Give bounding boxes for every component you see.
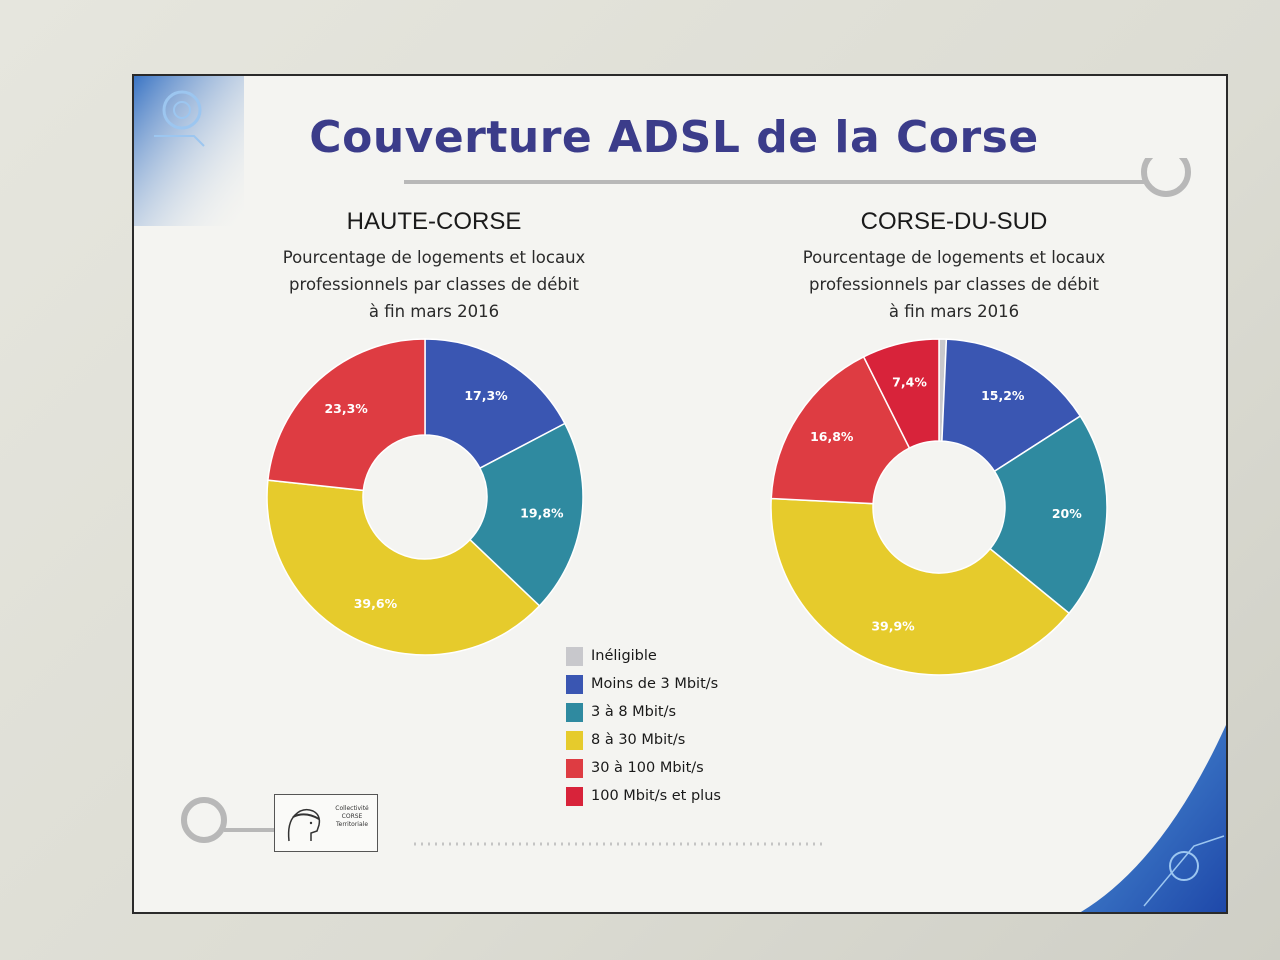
data-label: 39,6% <box>354 596 398 611</box>
data-label: 16,8% <box>810 429 854 444</box>
donut-slice <box>266 479 541 656</box>
slide-title: Couverture ADSL de la Corse <box>309 112 1039 163</box>
subtitle-line: professionnels par classes de débit <box>289 275 579 294</box>
subtitle-line: à fin mars 2016 <box>368 302 500 321</box>
chart-title-corse-du-sud: CORSE-DU-SUD <box>860 208 1048 235</box>
chart-title-haute-corse: HAUTE-CORSE <box>346 208 522 235</box>
donut-slice <box>770 355 911 505</box>
legend-swatch <box>566 674 583 694</box>
logo-text: Collectivité CORSE Territoriale <box>335 805 369 828</box>
legend-item: 8 à 30 Mbit/s <box>566 726 826 754</box>
legend-swatch <box>566 730 583 750</box>
chart-subtitle-haute-corse: Pourcentage de logements et locaux profe… <box>224 244 644 325</box>
legend-item: 100 Mbit/s et plus <box>566 782 826 810</box>
donut-slice <box>468 422 584 607</box>
legend-item: Moins de 3 Mbit/s <box>566 670 826 698</box>
donut-slice <box>862 338 940 450</box>
data-label: 23,3% <box>324 401 368 416</box>
legend-swatch <box>566 702 583 722</box>
legend-label: Moins de 3 Mbit/s <box>591 676 719 692</box>
data-label: 39,9% <box>871 618 915 633</box>
donut-chart-corse-du-sud: 15,2% 20% 39,9% 16,8% 7,4% <box>770 338 1108 676</box>
legend-swatch <box>566 646 583 666</box>
legend-item: 3 à 8 Mbit/s <box>566 698 826 726</box>
donut-slice <box>267 338 426 492</box>
donut-slice <box>770 497 1071 676</box>
subtitle-line: à fin mars 2016 <box>888 302 1020 321</box>
data-label: 19,8% <box>520 505 564 520</box>
data-label: 7,4% <box>892 374 927 389</box>
data-label: 17,3% <box>464 388 508 403</box>
collectivite-corse-logo: Collectivité CORSE Territoriale <box>274 794 378 852</box>
circuit-line-top-right <box>404 158 1191 197</box>
corner-pattern-top-left <box>134 76 244 226</box>
legend-item: 30 à 100 Mbit/s <box>566 754 826 782</box>
legend-item: Inéligible <box>566 642 826 670</box>
chart-subtitle-corse-du-sud: Pourcentage de logements et locaux profe… <box>744 244 1164 325</box>
legend-label: 100 Mbit/s et plus <box>591 788 721 804</box>
legend-label: 30 à 100 Mbit/s <box>591 760 704 776</box>
data-label: 15,2% <box>981 388 1025 403</box>
donut-slice <box>989 415 1108 615</box>
slide: Couverture ADSL de la Corse HAUTE-CORSE … <box>132 74 1228 914</box>
moor-head-icon <box>287 808 321 842</box>
subtitle-line: professionnels par classes de débit <box>809 275 1099 294</box>
legend-label: 8 à 30 Mbit/s <box>591 732 686 748</box>
legend-label: Inéligible <box>591 648 657 664</box>
legend: Inéligible Moins de 3 Mbit/s 3 à 8 Mbit/… <box>566 642 826 810</box>
donut-slice <box>424 338 566 470</box>
corner-pattern-bottom-right <box>1080 724 1226 912</box>
legend-label: 3 à 8 Mbit/s <box>591 704 677 720</box>
donut-chart-haute-corse: 17,3% 19,8% 39,6% 23,3% <box>266 338 584 656</box>
subtitle-line: Pourcentage de logements et locaux <box>282 248 586 267</box>
data-label: 20% <box>1052 506 1082 521</box>
legend-swatch <box>566 786 583 806</box>
subtitle-line: Pourcentage de logements et locaux <box>802 248 1106 267</box>
legend-swatch <box>566 758 583 778</box>
